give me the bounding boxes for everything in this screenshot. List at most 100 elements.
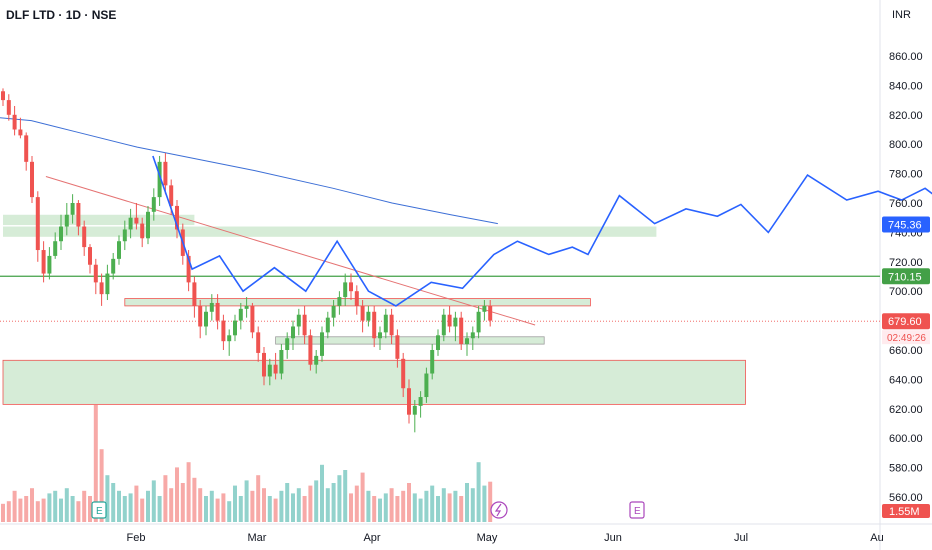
dividend-marker-icon[interactable] (490, 501, 508, 519)
candle-body (441, 314, 446, 336)
volume-bar (424, 490, 429, 522)
volume-badge[interactable] (882, 504, 930, 518)
volume-bar (470, 488, 475, 522)
candle-body (53, 241, 58, 256)
volume-bar (383, 493, 388, 522)
x-tick-label: Apr (363, 532, 380, 544)
volume-bar (221, 493, 226, 522)
volume-bar (18, 498, 23, 522)
candle-body (250, 305, 255, 333)
candle-body (169, 185, 174, 206)
candle-body (395, 335, 400, 359)
candle-body (430, 350, 435, 374)
candle-body (436, 335, 440, 350)
candle-body (262, 352, 266, 377)
volume-bar (325, 488, 330, 522)
candle-body (151, 197, 156, 212)
candle-body (140, 223, 145, 239)
price-badge-label: 710.15 (888, 271, 922, 283)
candle-body (291, 326, 295, 339)
volume-bar (331, 483, 336, 522)
volume-bar (111, 483, 116, 522)
candle-body (64, 214, 69, 227)
x-tick-label: Au (870, 532, 883, 544)
candle-body (482, 305, 487, 312)
volume-bar (180, 483, 185, 522)
x-tick-label: Jul (734, 532, 748, 544)
volume-bar (302, 496, 307, 522)
candle-body (41, 250, 46, 274)
support-zone-4 (275, 336, 545, 345)
price-badge[interactable] (882, 216, 930, 233)
volume-bar (267, 496, 272, 522)
volume-bar (186, 462, 191, 522)
moving-average-line (0, 117, 498, 225)
volume-bar (453, 490, 458, 522)
candle-body (227, 335, 232, 342)
candle-body (424, 373, 429, 398)
volume-bar (354, 485, 359, 522)
countdown-label: 02:49:26 (887, 333, 926, 344)
candle-body (314, 355, 319, 365)
price-badge[interactable] (882, 313, 930, 330)
candle-body (1, 91, 5, 101)
candle-body (389, 314, 394, 336)
volume-bar (349, 493, 353, 522)
candle-body (117, 241, 121, 259)
candle-body (146, 211, 150, 239)
candle-body (30, 161, 34, 198)
volume-bar (163, 475, 168, 522)
candle-body (320, 332, 324, 356)
volume-bar (146, 490, 150, 522)
candle-body (198, 305, 203, 327)
candle-body (221, 320, 226, 342)
volume-badge-label: 1.55M (889, 506, 920, 518)
trendline (45, 176, 536, 326)
volume-bar (233, 485, 237, 522)
candle-body (296, 314, 301, 327)
lightning-icon (494, 503, 502, 517)
volume-bar (53, 490, 58, 522)
price-badge[interactable] (882, 268, 930, 285)
candle-body (233, 320, 237, 336)
candle-body (163, 161, 168, 186)
candle-body (47, 255, 52, 274)
candle-body (354, 291, 359, 306)
earnings-marker[interactable] (629, 501, 645, 519)
candle-body (372, 311, 377, 339)
volume-bar (465, 483, 469, 522)
projection-path (152, 155, 932, 307)
volume-bar (285, 483, 290, 522)
volume-bar (24, 496, 29, 522)
candle-body (308, 335, 313, 365)
volume-bar (1, 503, 5, 522)
earnings-marker[interactable] (91, 501, 107, 519)
volume-bar (198, 488, 203, 522)
candle-body (273, 364, 278, 374)
candle-body (279, 350, 284, 374)
volume-bar (35, 501, 40, 522)
candle-body (476, 311, 481, 333)
candle-body (412, 405, 417, 415)
candle-body (111, 258, 116, 274)
volume-bar (59, 498, 63, 522)
y-tick-label: 580.00 (889, 463, 923, 475)
volume-bar (436, 496, 440, 522)
candle-body (24, 135, 29, 162)
candle-body (76, 203, 81, 227)
volume-bar (93, 405, 98, 522)
volume-bar (140, 498, 145, 522)
volume-bar (122, 496, 127, 522)
candle-body (383, 314, 388, 333)
volume-bar (360, 472, 365, 522)
volume-bar (389, 488, 394, 522)
candle-body (12, 114, 17, 130)
candle-body (360, 305, 365, 321)
currency-label[interactable]: INR (892, 9, 911, 21)
candle-body (88, 247, 92, 265)
candle-body (401, 358, 406, 389)
candle-body (349, 282, 353, 292)
volume-bar (279, 490, 284, 522)
volume-bar (64, 488, 69, 522)
